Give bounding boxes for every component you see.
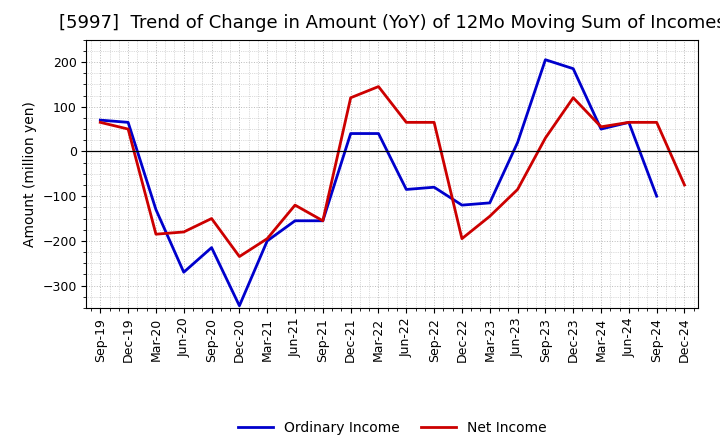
Net Income — [458, 236, 467, 241]
Ordinary Income — [96, 117, 104, 123]
Net Income — [652, 120, 661, 125]
Line: Ordinary Income: Ordinary Income — [100, 60, 657, 306]
Net Income — [124, 126, 132, 132]
Net Income — [291, 202, 300, 208]
Ordinary Income — [624, 120, 633, 125]
Ordinary Income — [152, 207, 161, 212]
Net Income — [513, 187, 522, 192]
Net Income — [485, 214, 494, 219]
Ordinary Income — [597, 126, 606, 132]
Ordinary Income — [346, 131, 355, 136]
Line: Net Income: Net Income — [100, 87, 685, 257]
Net Income — [624, 120, 633, 125]
Net Income — [374, 84, 383, 89]
Legend: Ordinary Income, Net Income: Ordinary Income, Net Income — [233, 415, 552, 440]
Ordinary Income — [207, 245, 216, 250]
Ordinary Income — [569, 66, 577, 71]
Ordinary Income — [235, 303, 243, 308]
Ordinary Income — [124, 120, 132, 125]
Ordinary Income — [541, 57, 550, 62]
Net Income — [96, 120, 104, 125]
Net Income — [318, 218, 327, 224]
Ordinary Income — [430, 185, 438, 190]
Title: [5997]  Trend of Change in Amount (YoY) of 12Mo Moving Sum of Incomes: [5997] Trend of Change in Amount (YoY) o… — [59, 15, 720, 33]
Net Income — [207, 216, 216, 221]
Net Income — [402, 120, 410, 125]
Net Income — [597, 124, 606, 129]
Ordinary Income — [652, 194, 661, 199]
Net Income — [152, 231, 161, 237]
Y-axis label: Amount (million yen): Amount (million yen) — [23, 101, 37, 247]
Net Income — [346, 95, 355, 100]
Ordinary Income — [318, 218, 327, 224]
Ordinary Income — [513, 140, 522, 145]
Ordinary Income — [263, 238, 271, 244]
Net Income — [430, 120, 438, 125]
Net Income — [263, 236, 271, 241]
Ordinary Income — [485, 200, 494, 205]
Net Income — [569, 95, 577, 100]
Net Income — [235, 254, 243, 259]
Net Income — [541, 136, 550, 141]
Ordinary Income — [179, 270, 188, 275]
Net Income — [680, 182, 689, 187]
Ordinary Income — [458, 202, 467, 208]
Ordinary Income — [291, 218, 300, 224]
Ordinary Income — [374, 131, 383, 136]
Net Income — [179, 229, 188, 235]
Ordinary Income — [402, 187, 410, 192]
